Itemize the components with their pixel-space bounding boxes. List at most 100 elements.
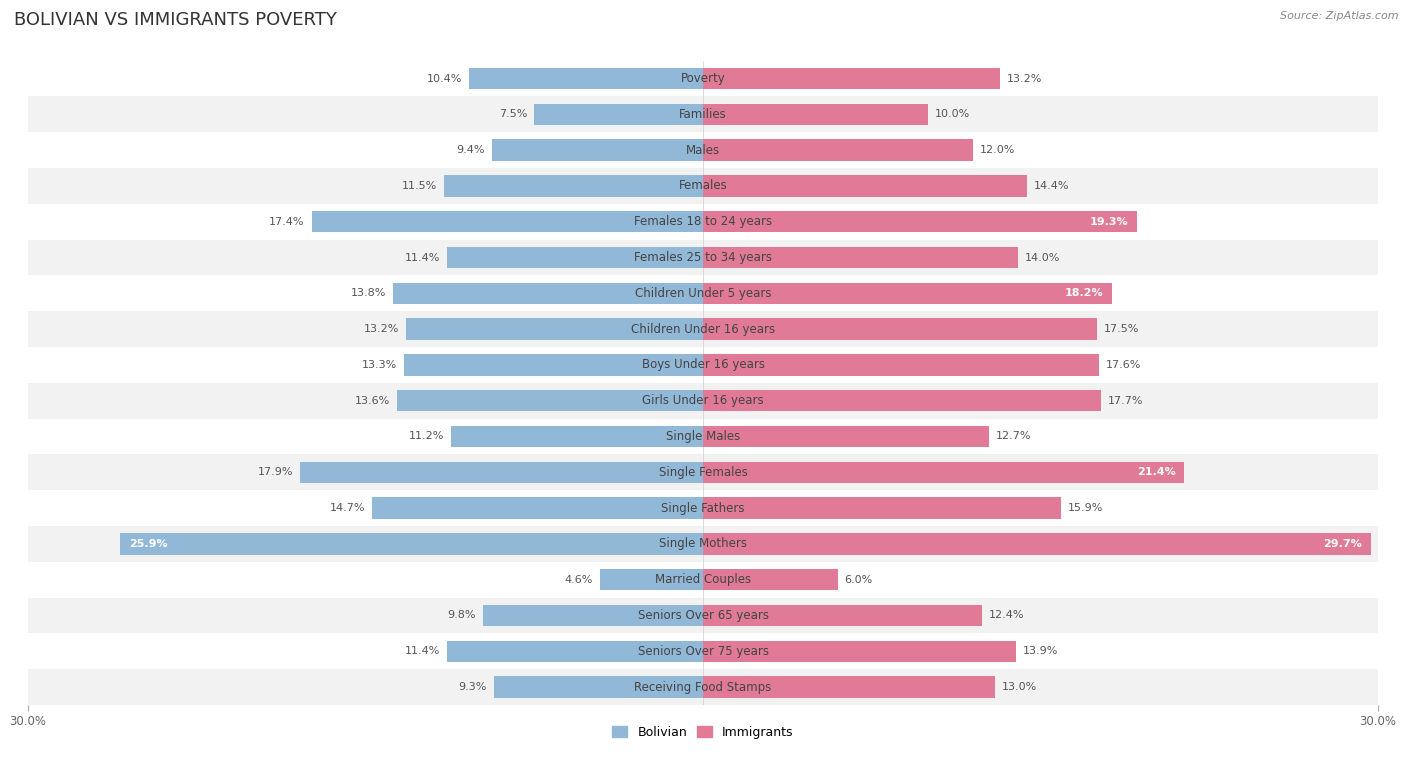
Text: 15.9%: 15.9% [1067, 503, 1102, 513]
Text: 11.4%: 11.4% [405, 252, 440, 262]
Bar [28, 275, 1378, 312]
Bar [703, 462, 1184, 483]
Bar [28, 132, 1378, 168]
Bar [494, 676, 703, 698]
Text: Girls Under 16 years: Girls Under 16 years [643, 394, 763, 407]
Bar [447, 641, 703, 662]
Text: 13.2%: 13.2% [1007, 74, 1042, 83]
Text: 11.5%: 11.5% [402, 181, 437, 191]
Bar [28, 454, 1378, 490]
Text: 19.3%: 19.3% [1090, 217, 1128, 227]
Bar [404, 354, 703, 376]
Bar [28, 418, 1378, 454]
Text: 13.6%: 13.6% [356, 396, 391, 406]
Text: 12.4%: 12.4% [988, 610, 1024, 621]
Legend: Bolivian, Immigrants: Bolivian, Immigrants [607, 721, 799, 744]
Bar [447, 247, 703, 268]
Text: 7.5%: 7.5% [499, 109, 527, 119]
Text: 13.9%: 13.9% [1022, 647, 1057, 656]
Text: 4.6%: 4.6% [564, 575, 593, 584]
Bar [703, 175, 1026, 196]
Bar [28, 312, 1378, 347]
Bar [301, 462, 703, 483]
Text: 17.4%: 17.4% [270, 217, 305, 227]
Bar [28, 168, 1378, 204]
Bar [703, 533, 1371, 555]
Text: 11.2%: 11.2% [409, 431, 444, 441]
Text: 9.3%: 9.3% [458, 682, 486, 692]
Bar [703, 67, 1000, 89]
Text: 14.4%: 14.4% [1033, 181, 1069, 191]
Text: Married Couples: Married Couples [655, 573, 751, 586]
Bar [482, 605, 703, 626]
Bar [703, 497, 1060, 518]
Text: Females 18 to 24 years: Females 18 to 24 years [634, 215, 772, 228]
Text: Females 25 to 34 years: Females 25 to 34 years [634, 251, 772, 264]
Text: Males: Males [686, 143, 720, 157]
Bar [28, 96, 1378, 132]
Text: 10.0%: 10.0% [935, 109, 970, 119]
Text: 13.3%: 13.3% [361, 360, 396, 370]
Bar [396, 390, 703, 412]
Text: 10.4%: 10.4% [427, 74, 463, 83]
Text: Poverty: Poverty [681, 72, 725, 85]
Bar [703, 569, 838, 590]
Bar [703, 104, 928, 125]
Bar [28, 61, 1378, 96]
Text: 13.2%: 13.2% [364, 324, 399, 334]
Text: 29.7%: 29.7% [1323, 539, 1362, 549]
Text: 21.4%: 21.4% [1136, 467, 1175, 478]
Bar [703, 211, 1137, 233]
Bar [28, 240, 1378, 275]
Text: 6.0%: 6.0% [845, 575, 873, 584]
Text: Females: Females [679, 180, 727, 193]
Text: 17.6%: 17.6% [1105, 360, 1142, 370]
Text: 14.0%: 14.0% [1025, 252, 1060, 262]
Bar [444, 175, 703, 196]
Bar [703, 139, 973, 161]
Bar [703, 354, 1099, 376]
Text: Single Fathers: Single Fathers [661, 502, 745, 515]
Text: Seniors Over 75 years: Seniors Over 75 years [637, 645, 769, 658]
Text: 9.8%: 9.8% [447, 610, 475, 621]
Bar [599, 569, 703, 590]
Text: Source: ZipAtlas.com: Source: ZipAtlas.com [1281, 11, 1399, 21]
Bar [703, 283, 1112, 304]
Text: Single Mothers: Single Mothers [659, 537, 747, 550]
Text: 17.5%: 17.5% [1104, 324, 1139, 334]
Bar [406, 318, 703, 340]
Text: 17.7%: 17.7% [1108, 396, 1143, 406]
Bar [28, 526, 1378, 562]
Text: 11.4%: 11.4% [405, 647, 440, 656]
Bar [28, 669, 1378, 705]
Bar [470, 67, 703, 89]
Bar [703, 318, 1097, 340]
Text: Single Females: Single Females [658, 465, 748, 479]
Bar [28, 383, 1378, 418]
Bar [703, 390, 1101, 412]
Text: 13.8%: 13.8% [350, 288, 385, 299]
Bar [121, 533, 703, 555]
Bar [703, 605, 981, 626]
Text: Families: Families [679, 108, 727, 121]
Bar [703, 426, 988, 447]
Bar [451, 426, 703, 447]
Bar [28, 597, 1378, 634]
Bar [492, 139, 703, 161]
Text: Receiving Food Stamps: Receiving Food Stamps [634, 681, 772, 694]
Bar [703, 247, 1018, 268]
Text: 12.0%: 12.0% [980, 145, 1015, 155]
Text: 9.4%: 9.4% [457, 145, 485, 155]
Text: BOLIVIAN VS IMMIGRANTS POVERTY: BOLIVIAN VS IMMIGRANTS POVERTY [14, 11, 337, 30]
Text: 14.7%: 14.7% [330, 503, 366, 513]
Text: 25.9%: 25.9% [129, 539, 167, 549]
Bar [28, 347, 1378, 383]
Bar [312, 211, 703, 233]
Bar [28, 490, 1378, 526]
Bar [392, 283, 703, 304]
Text: Children Under 5 years: Children Under 5 years [634, 287, 772, 300]
Bar [28, 562, 1378, 597]
Text: Children Under 16 years: Children Under 16 years [631, 323, 775, 336]
Text: 13.0%: 13.0% [1002, 682, 1038, 692]
Text: 18.2%: 18.2% [1064, 288, 1104, 299]
